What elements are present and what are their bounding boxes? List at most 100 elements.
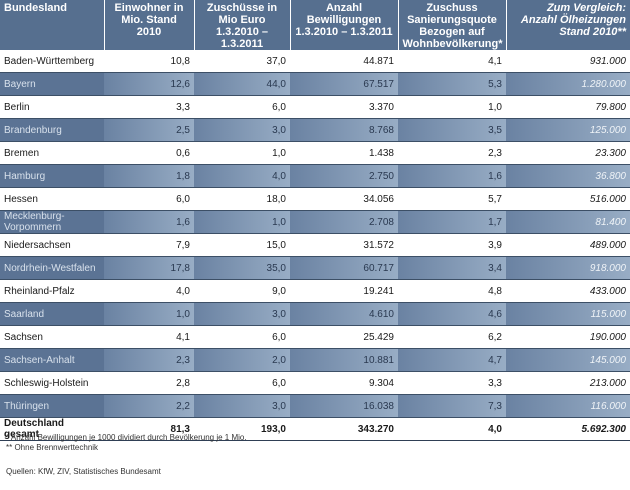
data-table: Bundesland Einwohner in Mio. Stand 2010 … <box>0 0 630 441</box>
table-row: Schleswig-Holstein 2,8 6,0 9.304 3,3 213.000 <box>0 371 630 395</box>
cell-einwohner: 1,0 <box>104 302 194 326</box>
cell-sanierungsquote: 1,7 <box>398 210 506 234</box>
cell-bundesland: Mecklenburg- Vorpommern <box>0 210 104 234</box>
cell-bundesland: Schleswig-Holstein <box>0 371 104 395</box>
cell-bundesland: Sachsen <box>0 325 104 349</box>
cell-zuschuesse: 44,0 <box>194 72 290 96</box>
cell-zuschuesse: 4,0 <box>194 164 290 188</box>
cell-einwohner: 4,1 <box>104 325 194 349</box>
cell-bundesland: Saarland <box>0 302 104 326</box>
cell-zuschuesse: 2,0 <box>194 348 290 372</box>
table-body: Baden-Württemberg 10,8 37,0 44.871 4,1 931.00… <box>0 50 630 418</box>
table-row: Berlin 3,3 6,0 3.370 1,0 79.800 <box>0 95 630 119</box>
cell-einwohner: 0,6 <box>104 141 194 165</box>
cell-sanierungsquote: 4,8 <box>398 279 506 303</box>
cell-bewilligungen: 1.438 <box>290 141 398 165</box>
cell-zuschuesse: 3,0 <box>194 394 290 418</box>
cell-einwohner: 7,9 <box>104 233 194 257</box>
cell-einwohner: 6,0 <box>104 187 194 211</box>
cell-bundesland: Bremen <box>0 141 104 165</box>
table-row: Baden-Württemberg 10,8 37,0 44.871 4,1 931.00… <box>0 50 630 73</box>
cell-zuschuesse: 15,0 <box>194 233 290 257</box>
cell-sanierungsquote: 7,3 <box>398 394 506 418</box>
total-sanierungsquote: 4,0 <box>398 417 506 441</box>
cell-oelheizungen: 516.000 <box>506 187 630 211</box>
cell-bewilligungen: 25.429 <box>290 325 398 349</box>
table-row: Sachsen 4,1 6,0 25.429 6,2 190.000 <box>0 325 630 349</box>
cell-oelheizungen: 115.000 <box>506 302 630 326</box>
cell-oelheizungen: 931.000 <box>506 50 630 73</box>
cell-oelheizungen: 79.800 <box>506 95 630 119</box>
header-oelheizungen: Zum Vergleich: Anzahl Ölheizungen Stand … <box>506 0 630 50</box>
cell-bundesland: Berlin <box>0 95 104 119</box>
cell-einwohner: 2,5 <box>104 118 194 142</box>
cell-sanierungsquote: 4,6 <box>398 302 506 326</box>
cell-oelheizungen: 213.000 <box>506 371 630 395</box>
table-row: Thüringen 2,2 3,0 16.038 7,3 116.000 <box>0 394 630 418</box>
cell-bundesland: Niedersachsen <box>0 233 104 257</box>
cell-einwohner: 2,8 <box>104 371 194 395</box>
cell-zuschuesse: 6,0 <box>194 325 290 349</box>
cell-bewilligungen: 67.517 <box>290 72 398 96</box>
cell-bundesland: Bayern <box>0 72 104 96</box>
cell-oelheizungen: 1.280.000 <box>506 72 630 96</box>
cell-sanierungsquote: 3,9 <box>398 233 506 257</box>
table-row: Hessen 6,0 18,0 34.056 5,7 516.000 <box>0 187 630 211</box>
cell-sanierungsquote: 3,3 <box>398 371 506 395</box>
cell-bundesland: Hamburg <box>0 164 104 188</box>
cell-bewilligungen: 4.610 <box>290 302 398 326</box>
cell-einwohner: 1,8 <box>104 164 194 188</box>
cell-zuschuesse: 18,0 <box>194 187 290 211</box>
table-row: Nordrhein-Westfalen 17,8 35,0 60.717 3,4 918.… <box>0 256 630 280</box>
table-row: Rheinland-Pfalz 4,0 9,0 19.241 4,8 433.000 <box>0 279 630 303</box>
cell-bewilligungen: 8.768 <box>290 118 398 142</box>
table-row: Hamburg 1,8 4,0 2.750 1,6 36.800 <box>0 164 630 188</box>
cell-einwohner: 2,3 <box>104 348 194 372</box>
cell-oelheizungen: 125.000 <box>506 118 630 142</box>
table-row: Mecklenburg- Vorpommern 1,6 1,0 2.708 1,7 81.… <box>0 210 630 234</box>
cell-oelheizungen: 145.000 <box>506 348 630 372</box>
cell-bundesland: Brandenburg <box>0 118 104 142</box>
cell-sanierungsquote: 3,4 <box>398 256 506 280</box>
cell-sanierungsquote: 5,7 <box>398 187 506 211</box>
cell-bewilligungen: 2.708 <box>290 210 398 234</box>
cell-zuschuesse: 6,0 <box>194 95 290 119</box>
cell-oelheizungen: 190.000 <box>506 325 630 349</box>
cell-bundesland: Hessen <box>0 187 104 211</box>
table-row: Brandenburg 2,5 3,0 8.768 3,5 125.000 <box>0 118 630 142</box>
cell-bewilligungen: 60.717 <box>290 256 398 280</box>
cell-einwohner: 1,6 <box>104 210 194 234</box>
cell-bundesland: Thüringen <box>0 394 104 418</box>
cell-einwohner: 3,3 <box>104 95 194 119</box>
cell-zuschuesse: 6,0 <box>194 371 290 395</box>
header-sanierungsquote: Zuschuss Sanierungsquote Bezogen auf Woh… <box>398 0 507 50</box>
cell-sanierungsquote: 2,3 <box>398 141 506 165</box>
cell-einwohner: 10,8 <box>104 50 194 73</box>
table-row: Bayern 12,6 44,0 67.517 5,3 1.280.000 <box>0 72 630 96</box>
cell-zuschuesse: 3,0 <box>194 302 290 326</box>
sources-note: Quellen: KfW, ZIV, Statistisches Bundesa… <box>6 467 161 476</box>
total-row: Deutschland gesamt 81,3 193,0 343.270 4,… <box>0 417 630 441</box>
total-zuschuesse: 193,0 <box>194 417 290 441</box>
cell-zuschuesse: 35,0 <box>194 256 290 280</box>
total-bewilligungen: 343.270 <box>290 417 398 441</box>
cell-bewilligungen: 19.241 <box>290 279 398 303</box>
cell-bewilligungen: 16.038 <box>290 394 398 418</box>
cell-zuschuesse: 37,0 <box>194 50 290 73</box>
cell-sanierungsquote: 1,6 <box>398 164 506 188</box>
cell-sanierungsquote: 6,2 <box>398 325 506 349</box>
footnote-1: * Anzahl Bewilligungen je 1000 dividiert… <box>6 433 247 442</box>
cell-bewilligungen: 44.871 <box>290 50 398 73</box>
cell-sanierungsquote: 1,0 <box>398 95 506 119</box>
cell-zuschuesse: 1,0 <box>194 141 290 165</box>
cell-oelheizungen: 81.400 <box>506 210 630 234</box>
header-zuschuesse: Zuschüsse in Mio Euro 1.3.2010 – 1.3.201… <box>194 0 291 50</box>
cell-sanierungsquote: 5,3 <box>398 72 506 96</box>
cell-bundesland: Rheinland-Pfalz <box>0 279 104 303</box>
header-einwohner: Einwohner in Mio. Stand 2010 <box>104 0 195 50</box>
cell-zuschuesse: 1,0 <box>194 210 290 234</box>
cell-einwohner: 12,6 <box>104 72 194 96</box>
cell-sanierungsquote: 4,7 <box>398 348 506 372</box>
cell-einwohner: 17,8 <box>104 256 194 280</box>
cell-zuschuesse: 3,0 <box>194 118 290 142</box>
